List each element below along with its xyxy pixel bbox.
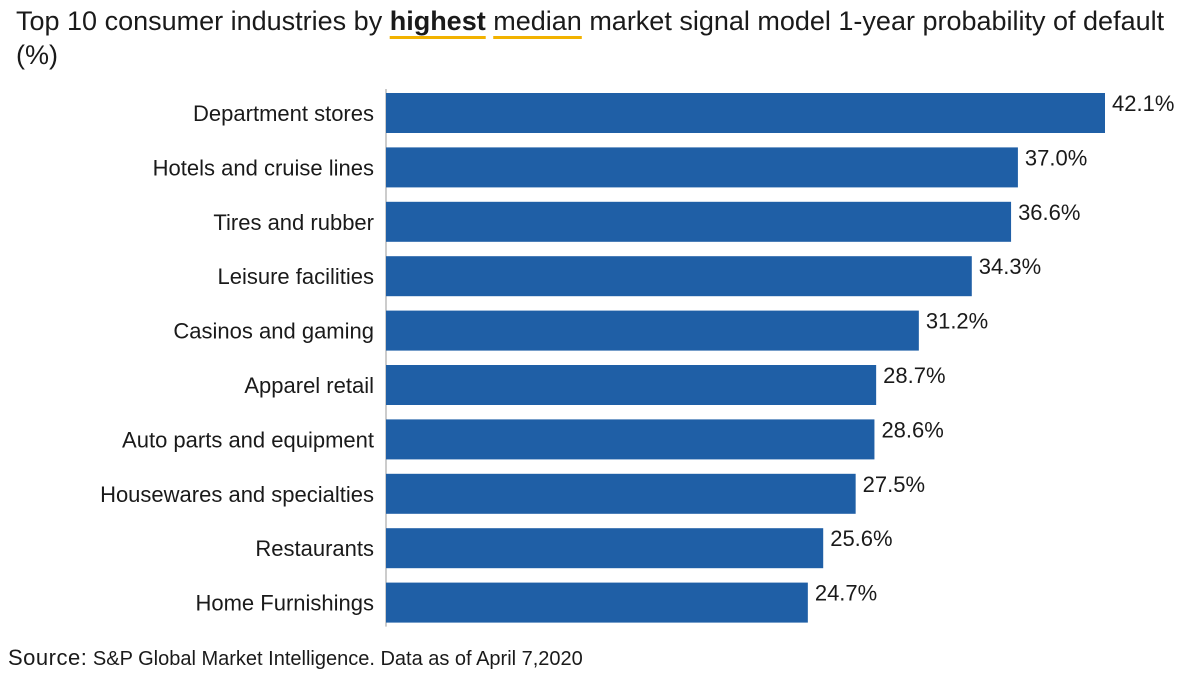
category-label: Department stores xyxy=(193,101,374,126)
source-label: Source: xyxy=(8,645,88,670)
title-suffix: market signal model 1-year probability o… xyxy=(16,6,1165,70)
category-label: Hotels and cruise lines xyxy=(153,155,374,180)
category-label: Apparel retail xyxy=(244,373,374,398)
source-note: Source: S&P Global Market Intelligence. … xyxy=(8,645,583,671)
chart-title: Top 10 consumer industries by highest me… xyxy=(16,4,1176,72)
value-label: 31.2% xyxy=(926,309,988,334)
bar xyxy=(386,473,856,514)
title-median: median xyxy=(493,6,582,36)
value-label: 28.6% xyxy=(881,417,943,442)
value-label: 42.1% xyxy=(1112,91,1174,116)
category-label: Tires and rubber xyxy=(213,210,374,235)
title-emphasis: highest xyxy=(389,6,486,36)
value-label: 37.0% xyxy=(1025,145,1087,170)
bar xyxy=(386,528,824,569)
value-label: 24.7% xyxy=(815,581,877,606)
bar xyxy=(386,93,1105,133)
bar xyxy=(386,419,875,460)
category-label: Home Furnishings xyxy=(195,591,374,616)
category-label: Restaurants xyxy=(255,536,374,561)
value-label: 27.5% xyxy=(863,472,925,497)
source-text: S&P Global Market Intelligence. Data as … xyxy=(92,648,583,670)
value-label: 28.7% xyxy=(883,363,945,388)
bar xyxy=(386,256,972,297)
value-label: 25.6% xyxy=(830,526,892,551)
bar xyxy=(386,310,919,351)
category-label: Auto parts and equipment xyxy=(122,427,374,452)
title-prefix: Top 10 consumer industries by xyxy=(16,6,383,36)
category-label: Housewares and specialties xyxy=(100,482,374,507)
value-label: 36.6% xyxy=(1018,200,1080,225)
bar xyxy=(386,582,808,623)
value-label: 34.3% xyxy=(979,254,1041,279)
category-label: Leisure facilities xyxy=(217,264,374,289)
category-label: Casinos and gaming xyxy=(173,319,374,344)
bar xyxy=(386,201,1012,242)
bar xyxy=(386,365,877,405)
bar xyxy=(386,147,1018,188)
